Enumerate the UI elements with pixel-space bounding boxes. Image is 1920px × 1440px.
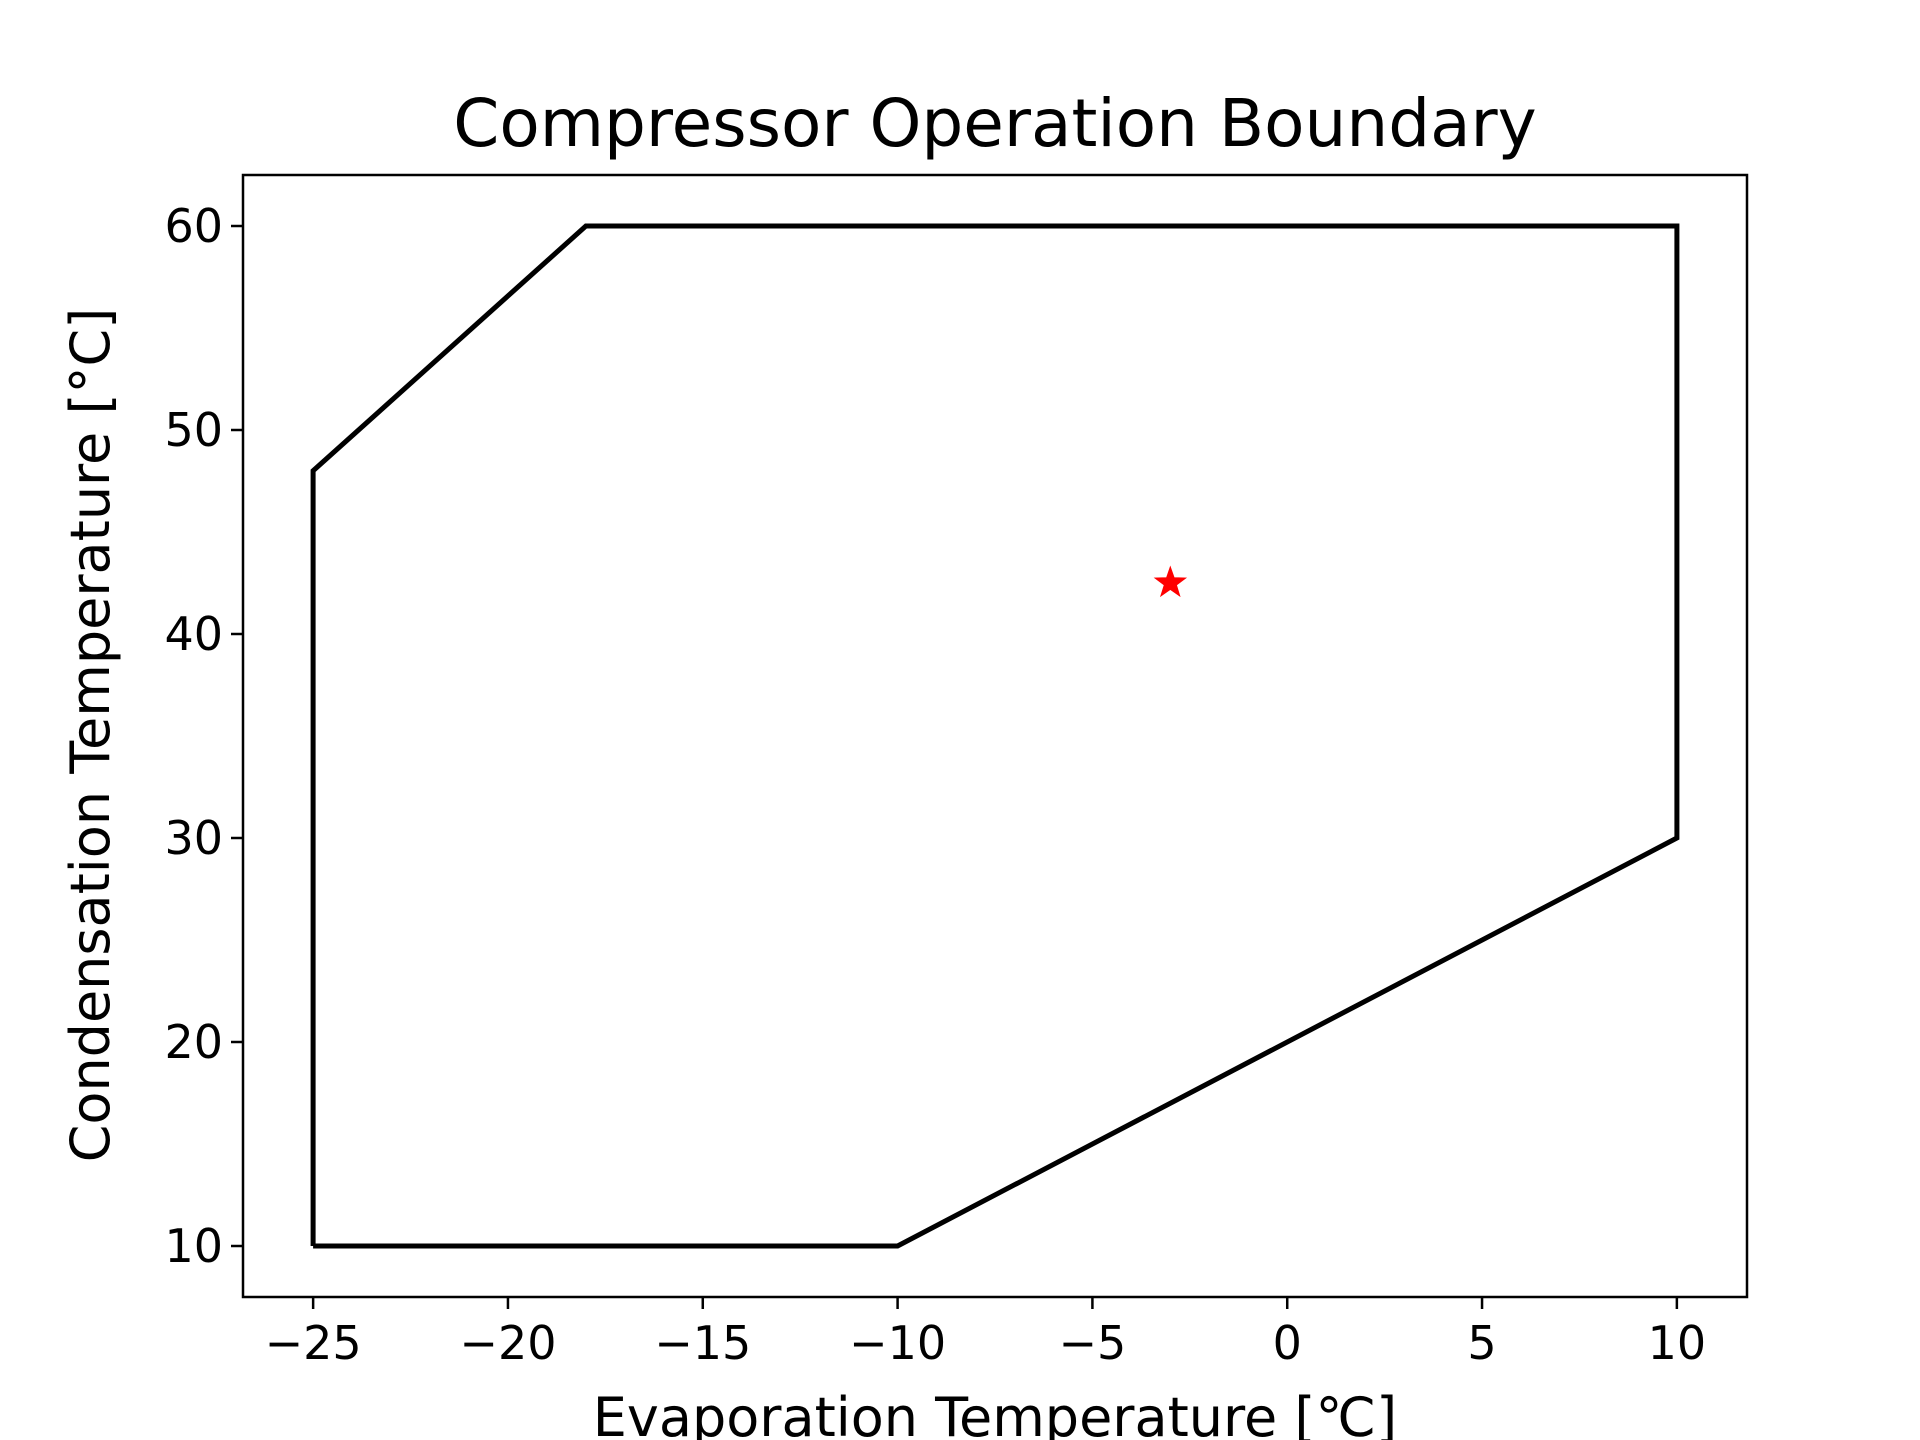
x-axis: −25 −20 −15 −10 −5 0 5 10 xyxy=(265,1297,1707,1370)
y-tick-label: 30 xyxy=(164,811,223,865)
x-axis-label: Evaporation Temperature [℃] xyxy=(593,1386,1397,1440)
y-tick-label: 60 xyxy=(164,199,223,253)
x-tick-label: −5 xyxy=(1059,1316,1127,1370)
x-tick-label: 0 xyxy=(1273,1316,1302,1370)
chart-title: Compressor Operation Boundary xyxy=(453,85,1537,162)
plot-area xyxy=(310,223,1680,1249)
plot-frame xyxy=(241,173,1749,1299)
x-tick-label: −25 xyxy=(265,1316,362,1370)
y-tick-label: 10 xyxy=(164,1219,223,1273)
operating-point-star-marker xyxy=(1153,565,1188,598)
x-tick-label: −20 xyxy=(459,1316,556,1370)
y-tick-label: 40 xyxy=(164,607,223,661)
y-axis-label: Condensation Temperature [°C] xyxy=(59,308,122,1163)
y-axis: 10 20 30 40 50 60 xyxy=(164,199,243,1273)
x-tick-label: −10 xyxy=(849,1316,946,1370)
x-tick-label: −15 xyxy=(654,1316,751,1370)
y-tick-label: 20 xyxy=(164,1015,223,1069)
x-tick-label: 10 xyxy=(1648,1316,1707,1370)
boundary-line xyxy=(310,223,1680,1249)
x-tick-label: 5 xyxy=(1467,1316,1496,1370)
y-tick-label: 50 xyxy=(164,403,223,457)
